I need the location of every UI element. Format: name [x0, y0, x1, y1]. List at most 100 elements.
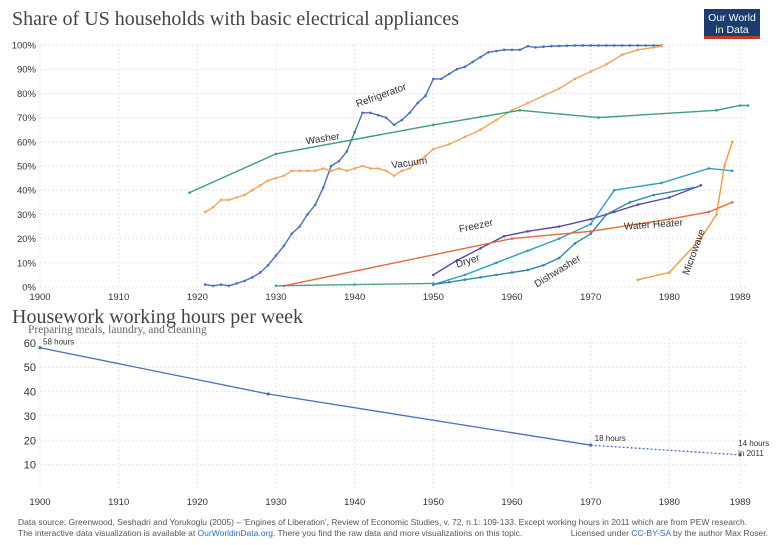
data-point: [463, 65, 467, 69]
data-point: [707, 167, 710, 170]
data-point: [660, 44, 663, 48]
data-point: [573, 44, 577, 47]
data-point: [644, 44, 648, 47]
data-point: [605, 213, 608, 216]
data-point: [494, 118, 498, 122]
data-point: [345, 169, 349, 173]
data-point: [392, 123, 396, 127]
series-label: Water Heater: [624, 218, 684, 233]
data-point: [518, 48, 522, 52]
footer-license: Licensed under CC-BY-SA by the author Ma…: [571, 528, 768, 538]
data-point: [723, 164, 726, 168]
data-point: [471, 60, 474, 64]
data-point: [188, 191, 191, 194]
data-point: [589, 217, 592, 221]
data-point: [628, 44, 632, 47]
data-point: [565, 44, 569, 48]
data-point: [266, 392, 270, 396]
data-point: [274, 152, 278, 156]
chart-title-housework: Housework working hours per week: [12, 306, 304, 328]
series-label: Microwave: [681, 228, 708, 277]
data-point: [494, 273, 498, 277]
data-point: [424, 155, 427, 158]
data-point: [668, 196, 671, 199]
owid-link[interactable]: OurWorldinData.org: [197, 528, 273, 538]
y-tick-label: 40: [24, 387, 36, 399]
x-tick-label: 1920: [187, 497, 208, 508]
y-tick-label: 10%: [17, 258, 37, 269]
data-point: [652, 44, 655, 47]
x-tick-label: 1989: [730, 292, 751, 303]
x-tick-label: 1989: [730, 497, 751, 508]
series-line: [189, 104, 748, 194]
data-point: [298, 169, 301, 173]
data-point: [376, 113, 380, 117]
x-tick-label: 1970: [580, 292, 601, 303]
x-tick-label: 1920: [187, 292, 208, 303]
x-tick-label: 1930: [265, 497, 286, 508]
x-tick-label: 1900: [29, 292, 50, 303]
license-link[interactable]: CC-BY-SA: [631, 528, 671, 538]
data-point: [691, 186, 695, 190]
data-point: [557, 225, 561, 228]
data-point: [447, 280, 451, 284]
data-point: [211, 205, 215, 209]
series-label: Dryer: [455, 252, 482, 270]
data-point: [479, 55, 482, 59]
x-tick-label: 1900: [29, 497, 50, 508]
data-point: [361, 111, 364, 115]
data-point: [636, 48, 640, 52]
data-point: [439, 77, 443, 81]
series-label: Freezer: [458, 217, 495, 235]
data-point: [526, 268, 530, 272]
owid-logo[interactable]: Our World in Data: [704, 9, 760, 39]
data-point: [620, 44, 624, 47]
appliances-chart: 0% 10% 20% 30% 40% 50% 60% 70% 80% 90% 100% 1900 191…: [12, 41, 751, 304]
data-point: [235, 196, 238, 199]
data-point: [730, 140, 734, 144]
data-point: [502, 48, 506, 52]
data-point: [424, 94, 427, 98]
chart-subtitle-housework: Preparing meals, laundry, and cleaning: [28, 324, 207, 336]
data-point: [605, 44, 608, 47]
data-point: [243, 193, 246, 197]
data-point: [699, 237, 703, 240]
data-point: [668, 271, 671, 274]
data-point: [597, 116, 600, 119]
logo-line1: Our World: [708, 12, 756, 24]
data-point: [321, 167, 325, 170]
data-point: [479, 276, 482, 279]
data-point: [203, 210, 207, 214]
data-point: [353, 283, 356, 286]
data-point: [337, 159, 341, 163]
data-point: [227, 198, 231, 202]
logo-line2: in Data: [715, 24, 749, 36]
data-point: [432, 123, 435, 127]
y-tick-label: 50: [24, 362, 36, 374]
data-point: [361, 164, 364, 168]
data-point: [738, 453, 742, 457]
x-tick-label: 1950: [423, 497, 444, 508]
data-point: [266, 179, 270, 182]
license-text-a: Licensed under: [570, 528, 632, 538]
y-tick-label: 40%: [17, 186, 37, 197]
y-tick-label: 60%: [17, 137, 37, 148]
annotation-label: 18 hours: [595, 434, 626, 443]
data-point: [369, 167, 372, 170]
data-point: [557, 256, 561, 260]
data-point: [557, 87, 561, 90]
data-point: [314, 169, 317, 173]
data-point: [329, 164, 333, 168]
data-point: [455, 259, 459, 262]
data-point: [746, 104, 750, 107]
data-point: [550, 44, 553, 48]
data-point: [455, 67, 459, 71]
data-point: [730, 169, 734, 173]
data-point: [502, 234, 506, 238]
data-point: [38, 346, 42, 350]
x-tick-label: 1930: [265, 292, 286, 303]
data-point: [432, 147, 435, 151]
data-point: [660, 181, 663, 185]
footer-line2: The interactive data visualization is av…: [18, 528, 768, 538]
data-point: [321, 186, 325, 190]
